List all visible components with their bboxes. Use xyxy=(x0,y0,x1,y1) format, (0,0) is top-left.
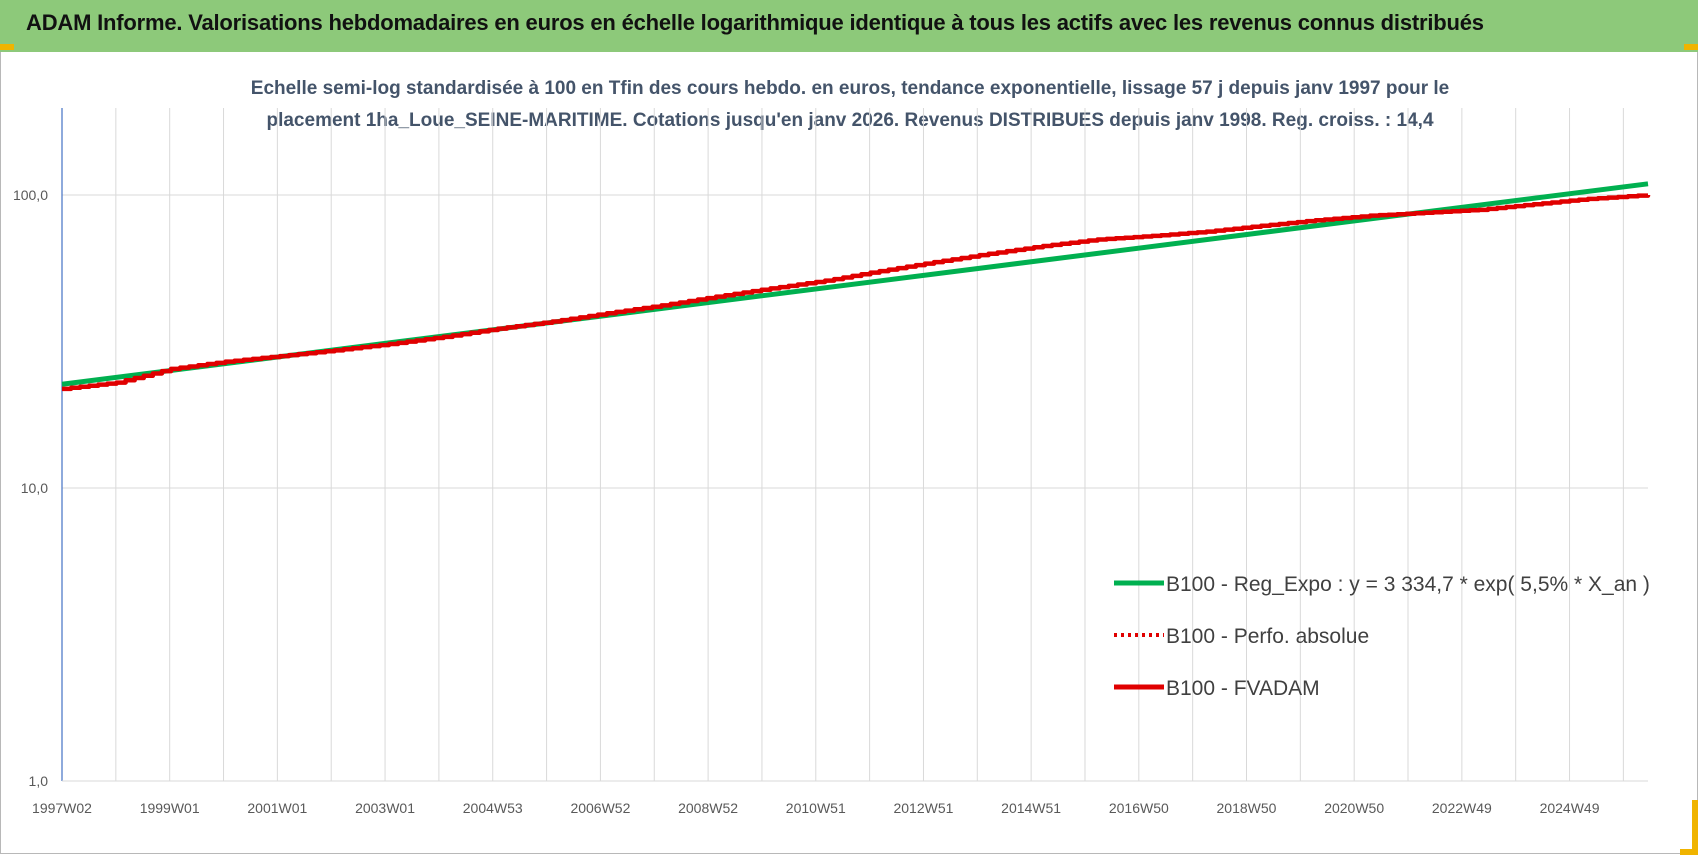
x-tick-label: 2010W51 xyxy=(786,800,846,816)
chart-title-line-1: Echelle semi-log standardisée à 100 en T… xyxy=(250,78,1450,99)
corner-marker-top-right xyxy=(1684,44,1698,50)
x-tick-label: 2022W49 xyxy=(1432,800,1492,816)
chart-frame xyxy=(0,52,1698,854)
header-bar: ADAM Informe. Valorisations hebdomadaire… xyxy=(0,0,1698,53)
y-tick-label: 10,0 xyxy=(21,480,48,496)
x-tick-label: 2012W51 xyxy=(893,800,953,816)
x-tick-label: 2018W50 xyxy=(1217,800,1277,816)
chart-title-line-2: placement 1ha_Loue_SEINE-MARITIME. Cotat… xyxy=(266,110,1434,131)
x-tick-label: 2014W51 xyxy=(1001,800,1061,816)
x-tick-label: 2008W52 xyxy=(678,800,738,816)
series-line-3 xyxy=(62,193,1651,392)
x-tick-label: 2001W01 xyxy=(247,800,307,816)
corner-marker-bottom-right xyxy=(1692,800,1698,855)
x-tick-label: 1997W02 xyxy=(32,800,92,816)
x-tick-label: 2004W53 xyxy=(463,800,523,816)
legend-label-2: B100 - Perfo. absolue xyxy=(1166,625,1369,648)
legend-label-3: B100 - FVADAM xyxy=(1166,677,1320,700)
x-tick-label: 2006W52 xyxy=(570,800,630,816)
page-title: ADAM Informe. Valorisations hebdomadaire… xyxy=(26,10,1484,35)
legend-label-1: B100 - Reg_Expo : y = 3 334,7 * exp( 5,5… xyxy=(1166,573,1650,596)
x-tick-label: 2024W49 xyxy=(1540,800,1600,816)
corner-marker-top-left xyxy=(0,44,14,50)
x-tick-label: 2020W50 xyxy=(1324,800,1384,816)
x-tick-label: 1999W01 xyxy=(140,800,200,816)
x-tick-label: 2003W01 xyxy=(355,800,415,816)
corner-marker-bottom-right-h xyxy=(1680,849,1698,855)
y-tick-label: 100,0 xyxy=(13,187,48,203)
y-tick-label: 1,0 xyxy=(29,773,49,789)
x-tick-label: 2016W50 xyxy=(1109,800,1169,816)
